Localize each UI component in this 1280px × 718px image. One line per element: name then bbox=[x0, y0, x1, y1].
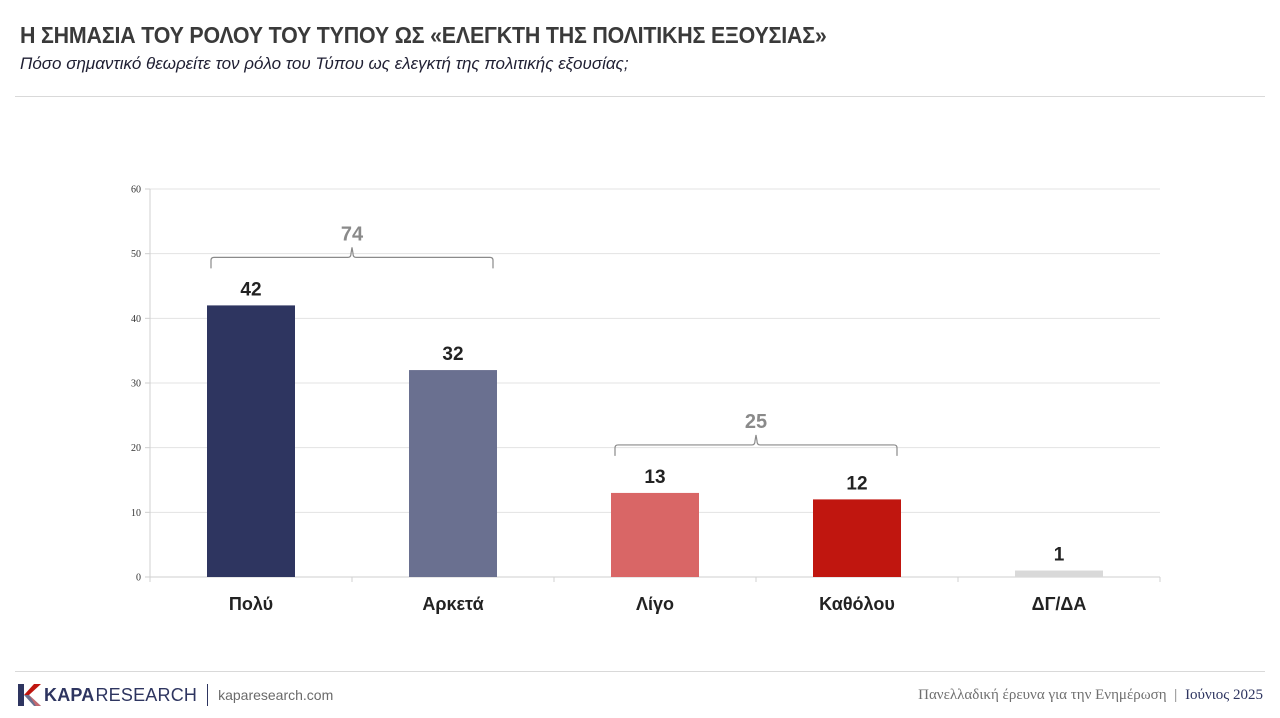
kapa-logo-icon bbox=[18, 684, 41, 706]
bar-value-label: 1 bbox=[1054, 545, 1065, 566]
x-category-label: Καθόλου bbox=[819, 594, 895, 614]
data-labels: 42 Πολύ 32 Αρκετά 13 Λίγο 12 Καθόλου 1 ΔΓ/ΔΑ bbox=[229, 279, 1086, 614]
bar bbox=[207, 305, 295, 577]
survey-date: Ιούνιος 2025 bbox=[1185, 687, 1263, 703]
brand-name-light: RESEARCH bbox=[95, 684, 198, 705]
group-total-label: 25 bbox=[745, 411, 767, 433]
footer-divider bbox=[15, 671, 1265, 672]
y-tick-label: 40 bbox=[131, 314, 141, 325]
bar-value-label: 32 bbox=[442, 344, 463, 365]
footer-survey-info: Πανελλαδική έρευνα για την Ενημέρωση | Ι… bbox=[918, 687, 1263, 704]
x-category-label: ΔΓ/ΔΑ bbox=[1032, 594, 1087, 614]
y-tick-label: 10 bbox=[131, 508, 141, 519]
brand-name-bold: KAPA bbox=[44, 684, 95, 705]
y-tick-label: 60 bbox=[131, 185, 141, 196]
bar bbox=[813, 499, 901, 577]
x-category-label: Λίγο bbox=[636, 594, 674, 614]
website-link[interactable]: kaparesearch.com bbox=[218, 687, 334, 703]
footer-separator: | bbox=[1174, 687, 1178, 703]
y-tick-label: 50 bbox=[131, 249, 141, 260]
page-title: Η ΣΗΜΑΣΙΑ ΤΟΥ ΡΟΛΟΥ ΤΟΥ ΤΥΠΟΥ ΩΣ «ΕΛΕΓΚΤ… bbox=[20, 22, 827, 48]
y-tick-label: 20 bbox=[131, 443, 141, 454]
group-brackets: 74 25 bbox=[210, 223, 898, 456]
y-tick-label: 0 bbox=[136, 573, 141, 584]
group-total-label: 74 bbox=[341, 223, 364, 245]
header-divider bbox=[15, 96, 1265, 97]
footer-brand: KAPA RESEARCH kaparesearch.com bbox=[16, 682, 333, 708]
x-category-label: Πολύ bbox=[229, 594, 273, 614]
bar bbox=[611, 492, 699, 577]
bar-value-label: 13 bbox=[644, 467, 665, 488]
brand-divider bbox=[207, 684, 209, 706]
bar bbox=[409, 370, 497, 577]
group-bracket bbox=[614, 434, 898, 456]
bars bbox=[207, 305, 1103, 577]
y-tick-label: 30 bbox=[131, 379, 141, 390]
page-subtitle: Πόσο σημαντικό θεωρείτε τον ρόλο του Τύπ… bbox=[20, 54, 629, 73]
bar-value-label: 42 bbox=[240, 279, 261, 300]
bar bbox=[1015, 570, 1103, 577]
bar-value-label: 12 bbox=[846, 473, 867, 494]
header: Η ΣΗΜΑΣΙΑ ΤΟΥ ΡΟΛΟΥ ΤΟΥ ΤΥΠΟΥ ΩΣ «ΕΛΕΓΚΤ… bbox=[20, 22, 1260, 74]
x-category-label: Αρκετά bbox=[422, 594, 483, 614]
survey-name: Πανελλαδική έρευνα για την Ενημέρωση bbox=[918, 687, 1167, 703]
group-bracket bbox=[210, 247, 494, 269]
